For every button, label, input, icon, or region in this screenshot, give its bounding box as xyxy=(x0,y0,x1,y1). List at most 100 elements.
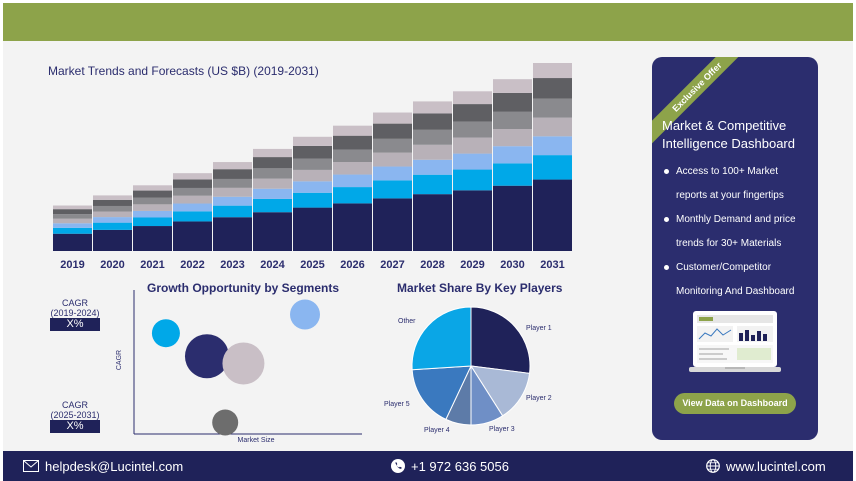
bar-segment xyxy=(533,179,572,251)
bar-segment xyxy=(93,217,132,223)
offer-card: Exclusive Offer Market & Competitive Int… xyxy=(652,57,818,440)
x-tick-label: 2020 xyxy=(100,259,124,271)
bar-segment xyxy=(413,159,452,175)
pie-label: Other xyxy=(398,318,416,325)
bar-segment xyxy=(93,222,132,230)
bar-segment xyxy=(333,203,372,251)
website-text: www.lucintel.com xyxy=(726,458,826,474)
bubble-point xyxy=(151,319,180,348)
envelope-icon xyxy=(23,460,39,472)
bubble-point xyxy=(184,334,229,379)
bar-segment xyxy=(213,162,252,170)
bar-segment xyxy=(93,199,132,206)
bar-segment xyxy=(173,179,212,188)
bar-segment xyxy=(53,218,92,224)
pie-slice xyxy=(470,306,531,374)
pie-slice xyxy=(470,365,531,417)
bar-segment xyxy=(173,187,212,196)
email-link[interactable]: helpdesk@Lucintel.com xyxy=(23,451,183,481)
pie-slice xyxy=(411,306,472,371)
bar-segment xyxy=(293,136,332,146)
bar-segment xyxy=(293,192,332,208)
bar-segment xyxy=(453,91,492,105)
bar-segment xyxy=(533,78,572,99)
x-tick-label: 2023 xyxy=(220,259,244,271)
bar-segment xyxy=(253,212,292,251)
view-dashboard-button[interactable]: View Data on Dashboard xyxy=(674,393,796,414)
bar-segment xyxy=(53,214,92,219)
pie-label: Player 3 xyxy=(489,426,515,433)
bar-segment xyxy=(373,166,412,181)
footer-bar: helpdesk@Lucintel.com +1 972 636 5056 ww… xyxy=(3,451,853,481)
phone-link[interactable]: +1 972 636 5056 xyxy=(391,451,509,481)
pie-label: Player 2 xyxy=(526,395,552,402)
bar-segment xyxy=(213,178,252,188)
bar-segment xyxy=(93,195,132,200)
bar-segment xyxy=(293,145,332,159)
bar-segment xyxy=(533,117,572,137)
bar-segment xyxy=(253,157,292,169)
bar-segment xyxy=(93,205,132,212)
bar-segment xyxy=(93,229,132,251)
pie-chart-title: Market Share By Key Players xyxy=(397,281,563,295)
bar-segment xyxy=(173,195,212,204)
pie-slice xyxy=(411,365,472,421)
x-tick-label: 2027 xyxy=(380,259,404,271)
bar-segment xyxy=(213,187,252,197)
cagr-period2-label: CAGR (2025-2031) xyxy=(50,400,100,420)
bar-segment xyxy=(413,174,452,195)
bar-segment xyxy=(133,204,172,211)
bar-segment xyxy=(253,168,292,179)
bar-segment xyxy=(133,217,172,227)
website-link[interactable]: www.lucintel.com xyxy=(706,451,826,481)
bubble-chart-title: Growth Opportunity by Segments xyxy=(147,281,340,295)
bar-segment xyxy=(373,198,412,251)
bar-segment xyxy=(453,137,492,154)
x-axis-label: Market Size xyxy=(238,437,275,444)
bar-segment xyxy=(293,181,332,193)
x-tick-label: 2029 xyxy=(460,259,484,271)
bubble-point xyxy=(212,409,239,436)
bar-segment xyxy=(453,169,492,191)
bar-segment xyxy=(453,121,492,138)
bar-segment xyxy=(373,123,412,139)
bar-segment xyxy=(213,205,252,218)
cagr-period1-label: CAGR (2019-2024) xyxy=(50,298,100,318)
bar-segment xyxy=(133,197,172,205)
card-bullet: Monthly Demand and price trends for 30+ … xyxy=(664,208,810,256)
dashboard-laptop-image xyxy=(689,311,781,372)
x-tick-label: 2026 xyxy=(340,259,364,271)
bar-segment xyxy=(293,207,332,251)
pie-label: Player 1 xyxy=(526,325,552,332)
y-axis-label: CAGR xyxy=(116,350,123,370)
cagr-period1-value: X% xyxy=(50,318,100,331)
x-tick-label: 2030 xyxy=(500,259,524,271)
pie-label: Player 5 xyxy=(384,401,410,408)
bar-segment xyxy=(373,180,412,199)
bar-segment xyxy=(253,198,292,213)
bar-segment xyxy=(373,152,412,167)
card-title: Market & Competitive Intelligence Dashbo… xyxy=(662,118,795,151)
bar-segment xyxy=(493,111,532,130)
x-tick-label: 2021 xyxy=(140,259,164,271)
bar-segment xyxy=(253,178,292,189)
phone-icon xyxy=(391,459,405,473)
bar-segment xyxy=(93,211,132,218)
card-bullet-list: Access to 100+ Market reports at your fi… xyxy=(652,160,818,304)
bar-segment xyxy=(533,98,572,118)
bar-segment xyxy=(493,129,532,147)
bar-segment xyxy=(453,190,492,251)
bar-segment xyxy=(413,113,452,130)
bar-segment xyxy=(293,169,332,182)
email-text: helpdesk@Lucintel.com xyxy=(45,458,184,474)
bar-segment xyxy=(253,148,292,158)
bar-segment xyxy=(453,104,492,122)
bar-segment xyxy=(493,146,532,164)
bar-segment xyxy=(53,227,92,234)
bar-segment xyxy=(413,144,452,160)
bar-segment xyxy=(293,158,332,170)
bar-segment xyxy=(133,226,172,251)
